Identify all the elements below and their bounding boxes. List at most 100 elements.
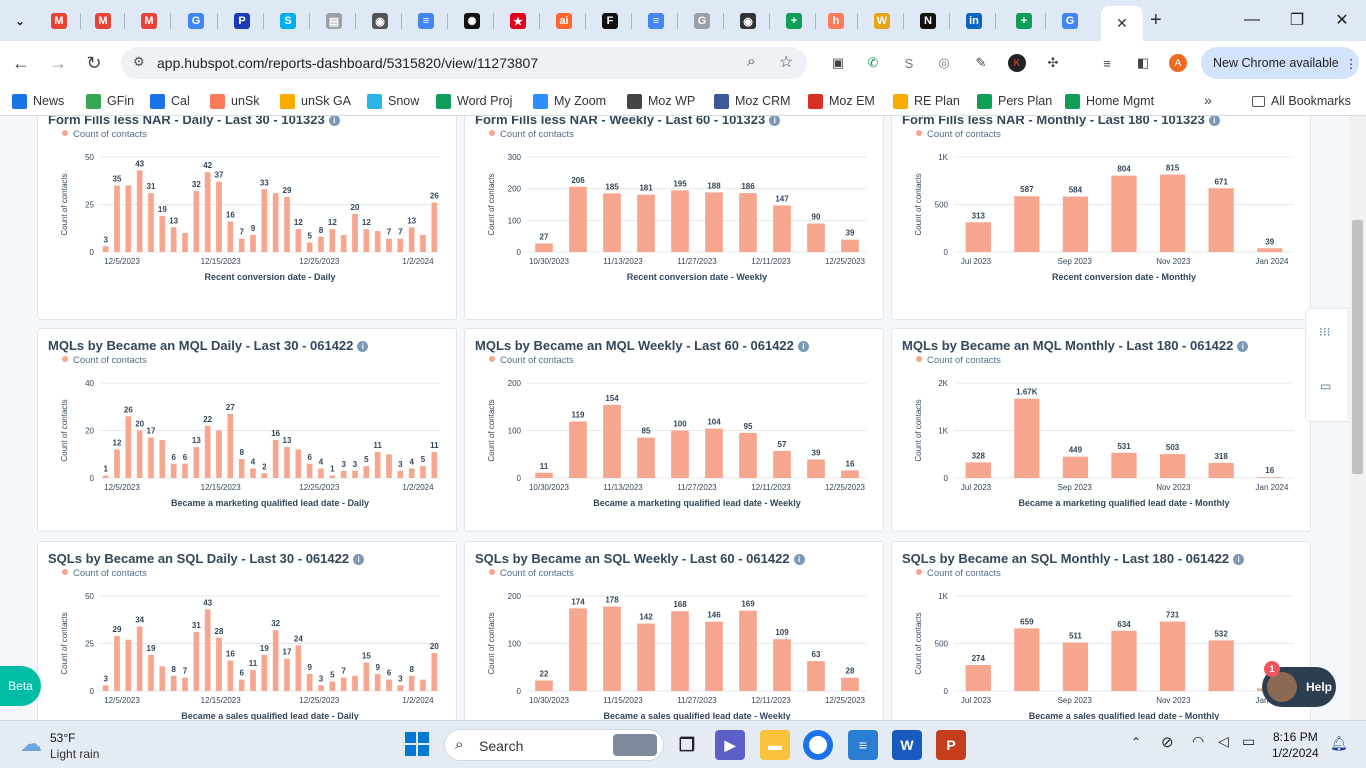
browser-tab[interactable]: M (87, 6, 119, 36)
bookmark-pers-plan[interactable]: Pers Plan (977, 92, 1052, 110)
bookmark-news[interactable]: News (12, 92, 64, 110)
bookmark-star-icon[interactable]: ☆ (779, 54, 794, 71)
report-card[interactable]: SQLs by Became an SQL Weekly - Last 60 -… (464, 541, 884, 720)
browser-tab[interactable]: F (594, 6, 626, 36)
report-title[interactable]: MQLs by Became an MQL Daily - Last 30 - … (48, 338, 369, 353)
report-card[interactable]: Form Fills less NAR - Weekly - Last 60 -… (464, 116, 884, 320)
beta-button[interactable]: Beta (0, 666, 41, 706)
browser-tab[interactable]: ai (548, 6, 580, 36)
browser-tab[interactable]: G (180, 6, 212, 36)
chevron-up-icon[interactable]: ⌃ (1131, 735, 1142, 749)
bookmark-cal[interactable]: Cal (150, 92, 190, 110)
extension-icon[interactable]: ◎ (938, 55, 950, 70)
report-card[interactable]: Form Fills less NAR - Monthly - Last 180… (891, 116, 1311, 320)
report-card[interactable]: MQLs by Became an MQL Daily - Last 30 - … (37, 328, 457, 532)
zoom-icon[interactable]: ⌕ (747, 53, 756, 70)
report-card[interactable]: SQLs by Became an SQL Monthly - Last 180… (891, 541, 1311, 720)
windows-start-icon[interactable] (405, 732, 429, 756)
browser-tab[interactable]: ≡ (410, 6, 442, 36)
browser-tab[interactable]: M (43, 6, 75, 36)
battery-icon[interactable]: ▭ (1242, 733, 1256, 749)
url-text[interactable]: app.hubspot.com/reports-dashboard/531582… (157, 55, 539, 71)
eyedropper-icon[interactable]: ✎ (975, 55, 987, 70)
browser-tab[interactable]: ✺ (456, 6, 488, 36)
info-icon[interactable]: i (1237, 341, 1249, 352)
info-icon[interactable]: i (1208, 116, 1220, 126)
restore-button[interactable]: ❐ (1289, 12, 1305, 29)
browser-tab[interactable]: ★ (502, 6, 534, 36)
active-tab[interactable]: ✕ (1101, 6, 1143, 41)
notification-bell-icon[interactable]: 🔔︎ (1330, 735, 1348, 751)
bookmark-unsk-ga[interactable]: unSk GA (280, 92, 351, 110)
close-icon[interactable]: ✕ (1116, 15, 1128, 31)
report-title[interactable]: MQLs by Became an MQL Monthly - Last 180… (902, 338, 1249, 353)
browser-tab[interactable]: in (958, 6, 990, 36)
report-title[interactable]: Form Fills less NAR - Weekly - Last 60 -… (475, 116, 781, 127)
back-button[interactable]: ← (12, 52, 30, 73)
file-explorer-icon[interactable]: ▬ (760, 730, 790, 760)
more-menu-icon[interactable]: ⋮ (1344, 56, 1358, 71)
browser-tab[interactable]: P (226, 6, 258, 36)
bookmark-unsk[interactable]: unSk (210, 92, 260, 110)
task-view-icon[interactable]: ❐ (678, 734, 696, 755)
chrome-icon[interactable] (803, 730, 833, 760)
browser-tab[interactable]: G (1054, 6, 1086, 36)
help-button[interactable]: 1 Help (1262, 661, 1336, 707)
info-icon[interactable]: i (353, 554, 365, 565)
new-chrome-available-button[interactable]: New Chrome available ⋮ (1201, 47, 1359, 79)
bookmark-moz-em[interactable]: Moz EM (808, 92, 875, 110)
browser-tab[interactable]: G (686, 6, 718, 36)
report-title[interactable]: Form Fills less NAR - Daily - Last 30 - … (48, 116, 340, 127)
site-info-icon[interactable]: ⚙ (133, 54, 145, 69)
report-card[interactable]: MQLs by Became an MQL Monthly - Last 180… (891, 328, 1311, 532)
keyboard-icon[interactable]: ⁝⁝⁝ (1319, 325, 1331, 339)
browser-tab[interactable]: ≡ (640, 6, 672, 36)
scrollbar[interactable] (1350, 116, 1366, 720)
system-clock[interactable]: 8:16 PM 1/2/2024 (1272, 729, 1319, 761)
info-icon[interactable]: i (769, 116, 781, 126)
info-icon[interactable]: i (797, 341, 809, 352)
info-icon[interactable]: i (1233, 554, 1245, 565)
reload-button[interactable]: ↻ (86, 52, 102, 73)
bookmark-re-plan[interactable]: RE Plan (893, 92, 960, 110)
tab-search-button[interactable]: ⌄ (4, 6, 36, 36)
media-icon[interactable]: ≡ (1103, 55, 1111, 71)
browser-tab[interactable]: N (912, 6, 944, 36)
phone-icon[interactable]: ✆ (867, 55, 879, 70)
side-panel-icon[interactable]: ◧ (1136, 55, 1150, 70)
report-title[interactable]: MQLs by Became an MQL Weekly - Last 60 -… (475, 338, 809, 353)
skype-icon[interactable]: S (904, 55, 914, 71)
bookmark-word-proj[interactable]: Word Proj (436, 92, 512, 110)
all-bookmarks-button[interactable]: All Bookmarks (1252, 92, 1351, 110)
bookmark-moz-crm[interactable]: Moz CRM (714, 92, 791, 110)
network-off-icon[interactable]: ⊘ (1161, 734, 1174, 751)
minimize-button[interactable]: — (1244, 11, 1260, 28)
bookmark-gfin[interactable]: GFin (86, 92, 134, 110)
bookmark-home-mgmt[interactable]: Home Mgmt (1065, 92, 1154, 110)
close-window-button[interactable]: ✕ (1335, 12, 1349, 29)
speaker-icon[interactable]: ◁ (1218, 733, 1229, 749)
wifi-icon[interactable]: ◠ (1192, 733, 1205, 749)
report-title[interactable]: SQLs by Became an SQL Weekly - Last 60 -… (475, 551, 805, 566)
word-icon[interactable]: W (892, 730, 922, 760)
report-card[interactable]: Form Fills less NAR - Daily - Last 30 - … (37, 116, 457, 320)
taskbar-search-input[interactable]: ⌕ Search (444, 729, 664, 761)
report-card[interactable]: MQLs by Became an MQL Weekly - Last 60 -… (464, 328, 884, 532)
profile-avatar[interactable]: A (1169, 54, 1187, 72)
scrollbar-thumb[interactable] (1352, 220, 1363, 474)
browser-tab[interactable]: W (866, 6, 898, 36)
info-icon[interactable]: i (793, 554, 805, 565)
browser-tab[interactable]: + (778, 6, 810, 36)
report-title[interactable]: Form Fills less NAR - Monthly - Last 180… (902, 116, 1220, 127)
extensions-puzzle-icon[interactable]: ✣ (1047, 55, 1059, 70)
bookmark-my-zoom[interactable]: My Zoom (533, 92, 606, 110)
chat-icon[interactable]: ▭ (1320, 379, 1332, 393)
info-icon[interactable]: i (357, 341, 369, 352)
browser-tab[interactable]: ▤ (318, 6, 350, 36)
info-icon[interactable]: i (328, 116, 340, 126)
browser-tab[interactable]: ◉ (732, 6, 764, 36)
report-card[interactable]: SQLs by Became an SQL Daily - Last 30 - … (37, 541, 457, 720)
bookmark-snow[interactable]: Snow (367, 92, 419, 110)
notepad-icon[interactable]: ≡ (848, 730, 878, 760)
address-bar[interactable]: ⚙ app.hubspot.com/reports-dashboard/5315… (121, 47, 807, 79)
